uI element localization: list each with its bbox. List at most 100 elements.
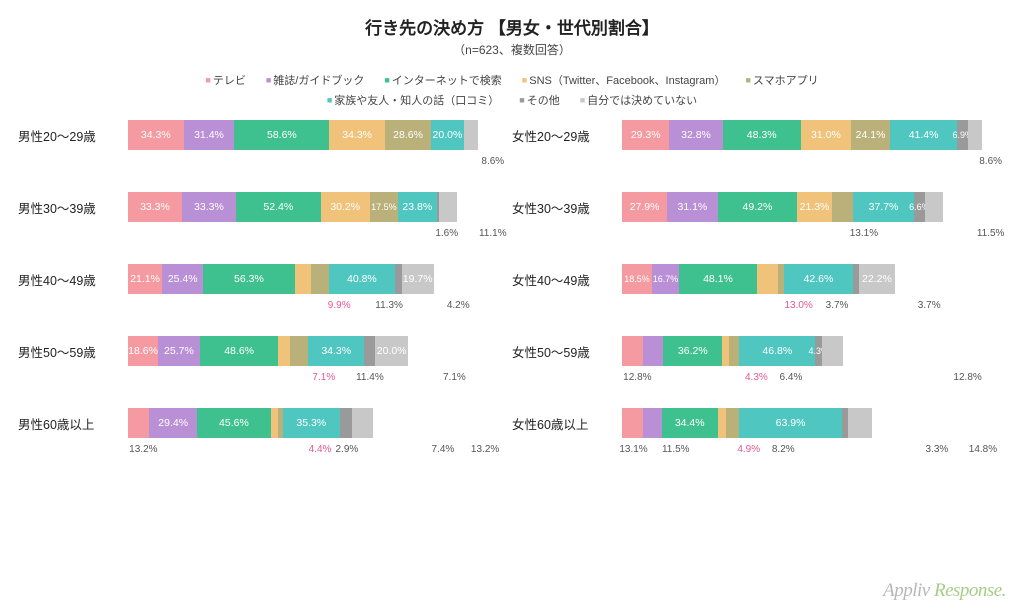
callout-row: 12.8%4.3%6.4%12.8% [622, 366, 1006, 388]
legend-marker: ■ [522, 75, 527, 85]
bar-segment: 23.8% [398, 192, 437, 222]
callout-label: 2.9% [335, 444, 358, 455]
callout-row: 13.1%11.5%4.9%8.2%3.3%14.8% [622, 438, 1006, 460]
legend-marker: ■ [745, 75, 750, 85]
bar-segment [643, 336, 664, 366]
row-label: 女性60歳以上 [512, 414, 622, 433]
legend-label: 雑誌/ガイドブック [273, 72, 364, 88]
bar-segment: 34.3% [128, 120, 184, 150]
stacked-bar: 21.1%25.4%56.3%40.8%19.7% [128, 264, 512, 294]
bar-segment: 21.3% [797, 192, 832, 222]
bar-segment: 18.5% [622, 264, 652, 294]
stacked-bar: 18.6%25.7%48.6%34.3%20.0% [128, 336, 512, 366]
legend-marker: ■ [580, 95, 585, 105]
bar-segment: 24.1% [851, 120, 890, 150]
bar-segment: 19.7% [402, 264, 434, 294]
bar-segment: 4.3% [815, 336, 822, 366]
callout-label: 1.6% [435, 228, 458, 239]
legend-item: ■テレビ [205, 72, 245, 88]
bar-segment: 34.3% [308, 336, 364, 366]
row-label: 男性40～49歳 [18, 270, 128, 289]
stacked-bar: 34.3%31.4%58.6%34.3%28.6%20.0% [128, 120, 512, 150]
callout-label: 11.1% [479, 228, 507, 239]
legend-marker: ■ [384, 75, 389, 85]
chart-header: 行き先の決め方 【男女・世代別割合】 （n=623、複数回答） [0, 0, 1024, 62]
bar-segment [757, 264, 778, 294]
bar-segment [718, 408, 726, 438]
stacked-bar: 33.3%33.3%52.4%30.2%17.5%23.8% [128, 192, 512, 222]
callout-label: 6.4% [780, 372, 803, 383]
bar-segment [729, 336, 739, 366]
callout-label: 4.3% [745, 372, 768, 383]
chart-column-female: 女性20～29歳29.3%32.8%48.3%31.0%24.1%41.4%6.… [512, 120, 1006, 480]
bar-wrap: 21.1%25.4%56.3%40.8%19.7%9.9%11.3%4.2% [128, 264, 512, 294]
bar-wrap: 34.4%63.9%13.1%11.5%4.9%8.2%3.3%14.8% [622, 408, 1006, 438]
chart-row: 男性60歳以上29.4%45.6%35.3%13.2%4.4%2.9%7.4%1… [18, 408, 512, 438]
bar-segment: 27.9% [622, 192, 667, 222]
callout-label: 11.3% [375, 300, 403, 311]
bar-segment: 56.3% [203, 264, 294, 294]
stacked-bar: 29.4%45.6%35.3% [128, 408, 512, 438]
bar-segment: 25.4% [162, 264, 203, 294]
bar-segment: 31.4% [184, 120, 235, 150]
chart-row: 女性40～49歳18.5%16.7%48.1%42.6%22.2%13.0%3.… [512, 264, 1006, 294]
chart-row: 女性60歳以上34.4%63.9%13.1%11.5%4.9%8.2%3.3%1… [512, 408, 1006, 438]
chart-row: 女性50～59歳36.2%46.8%4.3%12.8%4.3%6.4%12.8% [512, 336, 1006, 366]
watermark-text-b: Response. [934, 580, 1006, 601]
legend-marker: ■ [519, 95, 524, 105]
callout-label: 11.5% [662, 444, 690, 455]
bar-segment [722, 336, 729, 366]
bar-segment: 45.6% [197, 408, 271, 438]
bar-segment: 52.4% [236, 192, 321, 222]
chart-row: 女性30～39歳27.9%31.1%49.2%21.3%37.7%6.6%13.… [512, 192, 1006, 222]
bar-segment [290, 336, 308, 366]
bar-segment: 49.2% [718, 192, 798, 222]
bar-wrap: 29.3%32.8%48.3%31.0%24.1%41.4%6.9%8.6% [622, 120, 1006, 150]
callout-label: 3.7% [918, 300, 941, 311]
bar-wrap: 18.6%25.7%48.6%34.3%20.0%7.1%11.4%7.1% [128, 336, 512, 366]
bar-segment: 20.0% [431, 120, 463, 150]
bar-segment [295, 264, 311, 294]
legend-label: 家族や友人・知人の話（口コミ） [334, 92, 499, 108]
bar-segment [439, 192, 457, 222]
bar-segment [340, 408, 352, 438]
bar-segment [271, 408, 278, 438]
bar-segment: 25.7% [158, 336, 200, 366]
bar-segment [311, 264, 329, 294]
watermark-text-a: Appliv [883, 580, 934, 601]
callout-row: 8.6% [622, 150, 1006, 172]
bar-segment [726, 408, 739, 438]
legend-item: ■自分では決めていない [580, 92, 697, 108]
callout-row: 1.6% 11.1% [128, 222, 512, 244]
chart-row: 男性40～49歳21.1%25.4%56.3%40.8%19.7%9.9%11.… [18, 264, 512, 294]
callout-label: 7.4% [431, 444, 454, 455]
bar-segment: 34.4% [662, 408, 718, 438]
bar-segment: 35.3% [283, 408, 340, 438]
legend-marker: ■ [205, 75, 210, 85]
bar-segment [622, 408, 643, 438]
bar-wrap: 33.3%33.3%52.4%30.2%17.5%23.8%1.6%11.1% [128, 192, 512, 222]
callout-label: 3.3% [925, 444, 948, 455]
bar-segment: 28.6% [385, 120, 431, 150]
bar-segment: 34.3% [329, 120, 385, 150]
legend-item: ■SNS（Twitter、Facebook、Instagram） [522, 72, 726, 88]
bar-wrap: 34.3%31.4%58.6%34.3%28.6%20.0%8.6% [128, 120, 512, 150]
callout-label: 4.9% [737, 444, 760, 455]
bar-segment [622, 336, 643, 366]
callout-row: 13.2%4.4%2.9%7.4%13.2% [128, 438, 512, 460]
bar-segment [643, 408, 662, 438]
bar-segment [128, 408, 149, 438]
legend-label: その他 [527, 92, 560, 108]
bar-segment: 32.8% [669, 120, 722, 150]
bar-wrap: 27.9%31.1%49.2%21.3%37.7%6.6%13.1%11.5% [622, 192, 1006, 222]
chart-legend: ■テレビ■雑誌/ガイドブック■インターネットで検索■SNS（Twitter、Fa… [192, 70, 832, 110]
chart-body: 男性20～29歳34.3%31.4%58.6%34.3%28.6%20.0%8.… [0, 120, 1024, 480]
bar-segment: 29.3% [622, 120, 669, 150]
callout-label: 11.5% [977, 228, 1005, 239]
bar-segment: 22.2% [859, 264, 895, 294]
bar-segment: 20.0% [375, 336, 407, 366]
stacked-bar: 29.3%32.8%48.3%31.0%24.1%41.4%6.9% [622, 120, 1006, 150]
callout-label: 11.4% [356, 372, 384, 383]
bar-segment: 30.2% [321, 192, 370, 222]
bar-segment [352, 408, 373, 438]
